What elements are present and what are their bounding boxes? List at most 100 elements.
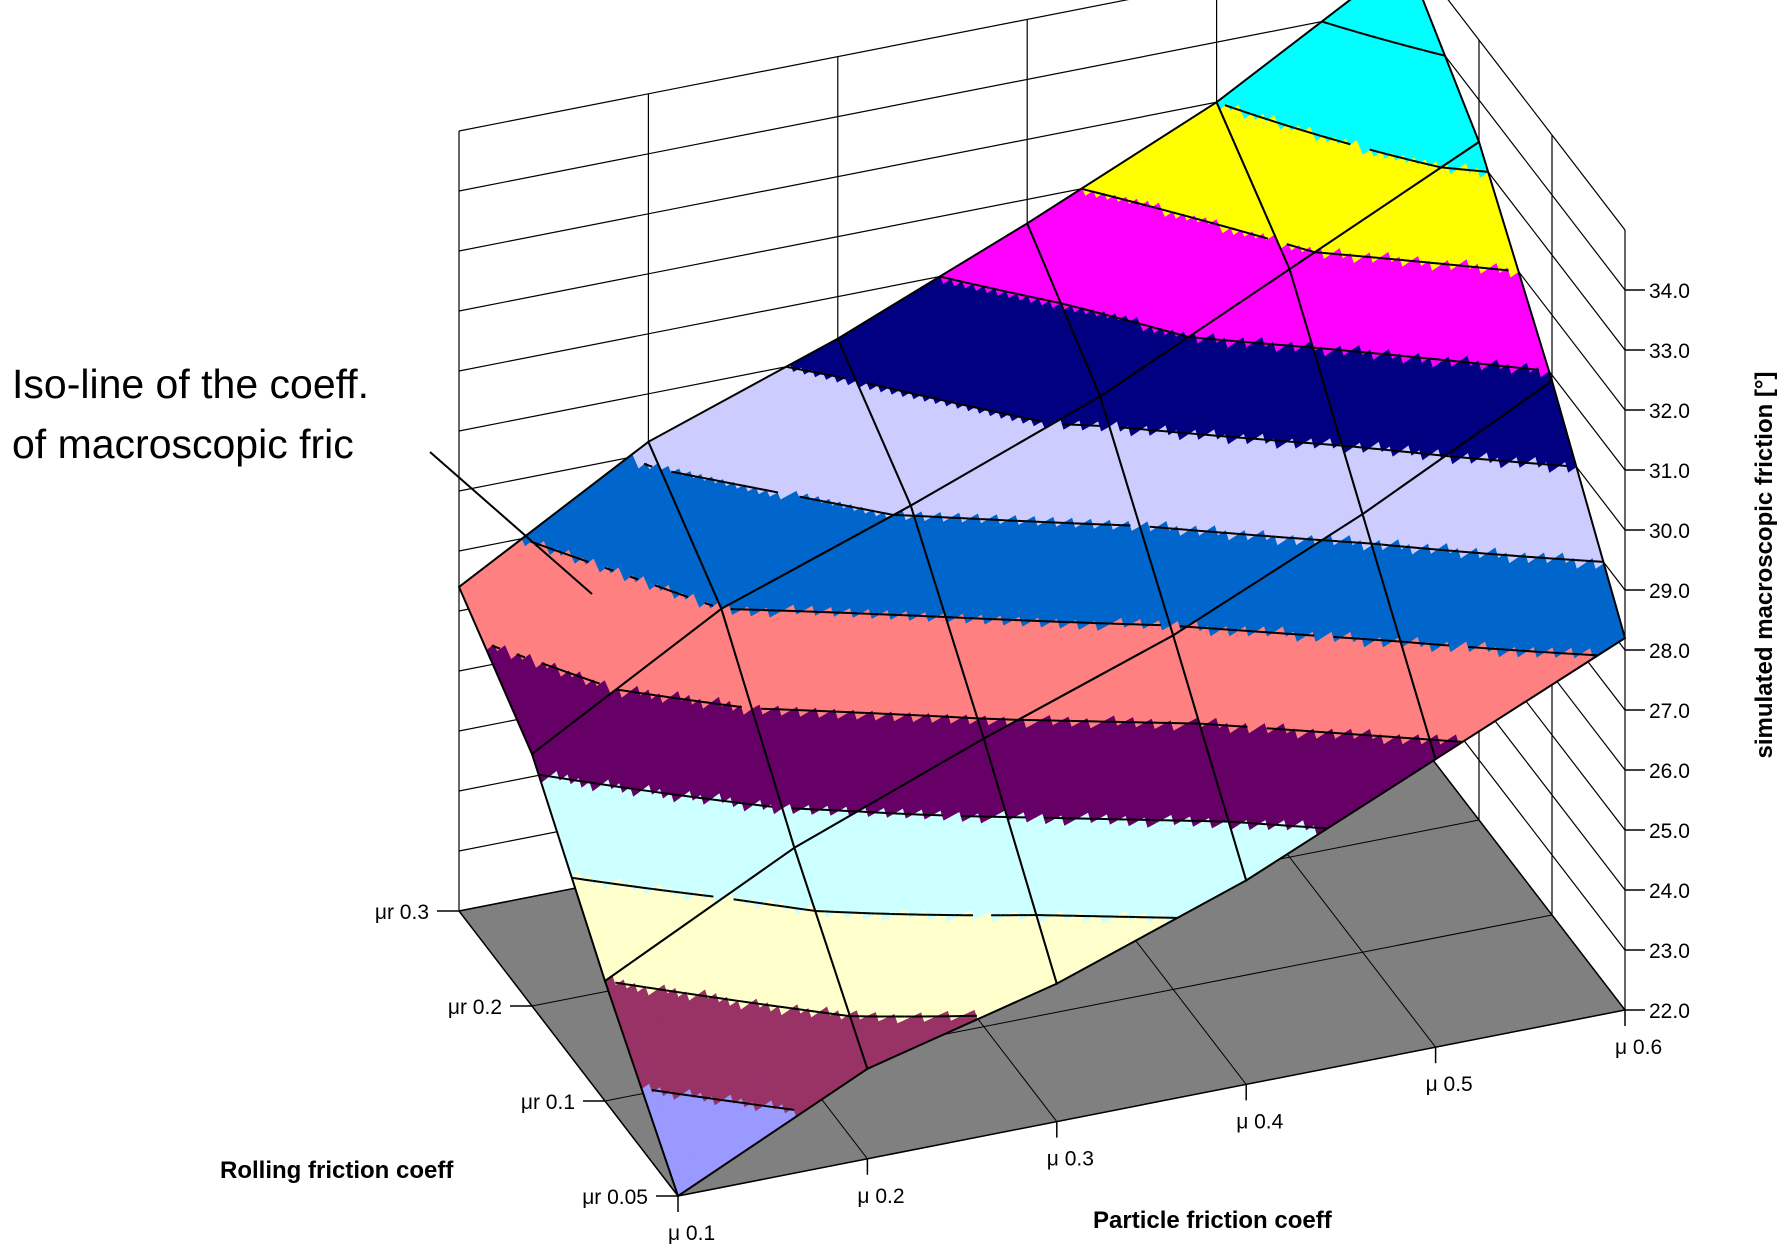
iso-line [835, 502, 843, 506]
iso-line [703, 476, 708, 480]
iso-line [559, 550, 564, 555]
iso-line [538, 543, 548, 549]
iso-line [579, 780, 589, 784]
iso-line [1159, 328, 1164, 332]
iso-line [802, 368, 810, 373]
iso-line [1406, 44, 1412, 48]
iso-line [703, 894, 710, 898]
iso-line [1139, 202, 1143, 206]
iso-line [571, 555, 581, 561]
iso-line [730, 482, 736, 486]
iso-line [767, 805, 773, 808]
iso-line [706, 477, 715, 482]
iso-line [701, 700, 711, 704]
iso-line [1389, 153, 1395, 157]
iso-line [753, 486, 757, 490]
iso-line [610, 784, 615, 788]
iso-line [1196, 217, 1202, 221]
iso-line [1117, 316, 1121, 320]
iso-line [650, 693, 656, 697]
iso-line [1300, 247, 1306, 251]
iso-line [679, 593, 685, 597]
iso-line [660, 695, 670, 699]
iso-line [708, 603, 714, 607]
iso-line [1190, 216, 1197, 220]
iso-line [881, 511, 886, 515]
iso-line [791, 366, 798, 370]
iso-line [574, 779, 581, 783]
iso-line [1301, 129, 1304, 132]
iso-line [831, 501, 836, 505]
iso-line [654, 790, 662, 794]
iso-line [711, 702, 722, 706]
iso-line [858, 507, 864, 511]
iso-line [671, 793, 683, 797]
iso-line [1427, 163, 1431, 166]
iso-line [952, 401, 956, 405]
iso-line [612, 882, 623, 886]
iso-line [753, 803, 763, 807]
iso-line [563, 552, 573, 558]
iso-line [1336, 139, 1342, 143]
iso-line [809, 370, 814, 374]
iso-line [516, 653, 522, 657]
iso-line [1410, 46, 1417, 50]
iso-line [1295, 245, 1302, 250]
iso-line [683, 891, 694, 896]
iso-line [654, 584, 660, 588]
iso-line [696, 796, 703, 800]
floor-gridline [677, 1009, 1626, 1197]
iso-line [1396, 42, 1400, 45]
iso-line [1101, 192, 1106, 196]
iso-line [574, 673, 584, 679]
iso-line [908, 391, 912, 395]
floor-gridline [458, 910, 679, 1197]
iso-line [1364, 33, 1369, 37]
iso-line [1416, 160, 1421, 164]
iso-line [545, 663, 551, 668]
iso-line [569, 778, 576, 782]
iso-line [718, 479, 725, 484]
iso-line [1149, 325, 1153, 328]
iso-line [604, 566, 610, 571]
iso-line [579, 558, 585, 562]
iso-line [732, 801, 739, 804]
iso-line [662, 587, 672, 593]
iso-line [985, 408, 989, 412]
iso-line [690, 699, 697, 703]
iso-line [1433, 51, 1438, 55]
iso-line [1286, 243, 1290, 246]
iso-line [546, 546, 556, 552]
iso-line [595, 681, 600, 685]
iso-line [647, 464, 653, 468]
iso-line [1224, 104, 1230, 108]
iso-line [590, 679, 596, 684]
floor-gridline [1405, 724, 1626, 1011]
back-wall-gridline [458, 4, 1407, 192]
iso-line [694, 893, 704, 897]
iso-line [602, 881, 612, 885]
iso-line [584, 559, 589, 563]
iso-line [583, 878, 593, 882]
iso-line [701, 797, 711, 801]
iso-line [1228, 105, 1234, 109]
iso-line [557, 668, 567, 673]
iso-line [1285, 124, 1291, 128]
iso-line [762, 804, 768, 808]
iso-line [841, 503, 848, 507]
iso-line [691, 795, 697, 799]
iso-line [1171, 211, 1174, 214]
back-wall-gridline [458, 0, 1130, 132]
iso-line [919, 394, 923, 397]
iso-line [1289, 125, 1295, 129]
iso-line [704, 602, 710, 606]
iso-line [1248, 232, 1255, 236]
iso-line [641, 789, 652, 793]
iso-line [630, 787, 642, 792]
iso-line [570, 672, 575, 676]
iso-line [1265, 117, 1269, 121]
iso-line [820, 372, 825, 376]
iso-line [724, 481, 731, 485]
iso-line [735, 483, 743, 487]
